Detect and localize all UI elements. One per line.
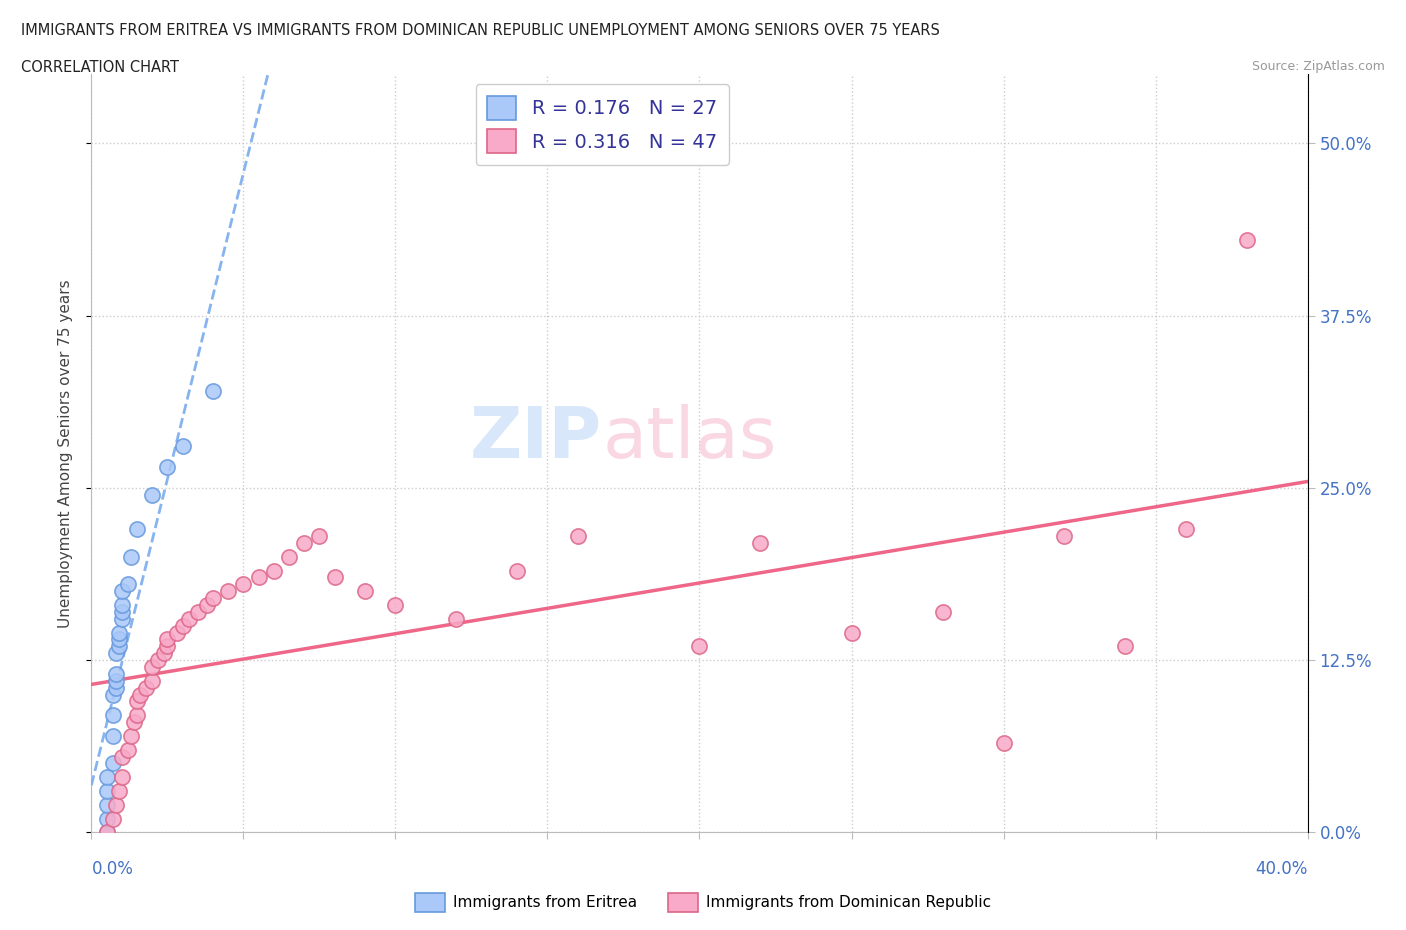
Point — [931, 604, 953, 619]
Point — [96, 770, 118, 785]
Point — [101, 687, 124, 702]
Point — [993, 736, 1015, 751]
Point — [111, 750, 134, 764]
Point — [749, 536, 772, 551]
Point — [148, 653, 170, 668]
Text: IMMIGRANTS FROM ERITREA VS IMMIGRANTS FROM DOMINICAN REPUBLIC UNEMPLOYMENT AMONG: IMMIGRANTS FROM ERITREA VS IMMIGRANTS FR… — [21, 23, 941, 38]
Point — [688, 639, 710, 654]
Point — [101, 708, 124, 723]
Text: ZIP: ZIP — [470, 404, 602, 472]
Point — [195, 598, 218, 613]
Point — [202, 591, 225, 605]
Point — [177, 611, 200, 626]
Point — [202, 384, 225, 399]
Point — [96, 784, 118, 799]
Point — [1236, 232, 1258, 247]
Y-axis label: Unemployment Among Seniors over 75 years: Unemployment Among Seniors over 75 years — [58, 279, 73, 628]
Point — [292, 536, 315, 551]
Point — [117, 742, 139, 757]
Point — [117, 577, 139, 591]
Point — [172, 618, 194, 633]
Text: 40.0%: 40.0% — [1256, 860, 1308, 878]
Point — [444, 611, 467, 626]
Point — [354, 584, 377, 599]
Point — [111, 604, 134, 619]
Point — [263, 563, 285, 578]
Point — [107, 632, 129, 647]
Text: CORRELATION CHART: CORRELATION CHART — [21, 60, 179, 75]
Point — [104, 667, 127, 682]
Point — [1053, 528, 1076, 543]
Point — [96, 825, 118, 840]
Point — [120, 550, 142, 565]
Point — [104, 797, 127, 812]
Point — [141, 659, 163, 674]
Point — [120, 728, 142, 743]
Point — [96, 811, 118, 826]
Point — [172, 439, 194, 454]
Legend: Immigrants from Eritrea, Immigrants from Dominican Republic: Immigrants from Eritrea, Immigrants from… — [409, 887, 997, 918]
Point — [308, 528, 330, 543]
Point — [1174, 522, 1197, 537]
Point — [135, 680, 157, 695]
Point — [247, 570, 270, 585]
Point — [841, 625, 863, 640]
Point — [101, 756, 124, 771]
Text: 0.0%: 0.0% — [91, 860, 134, 878]
Point — [122, 714, 145, 729]
Point — [156, 639, 179, 654]
Point — [96, 825, 118, 840]
Point — [111, 611, 134, 626]
Point — [141, 673, 163, 688]
Point — [104, 680, 127, 695]
Point — [111, 598, 134, 613]
Point — [506, 563, 529, 578]
Text: atlas: atlas — [602, 404, 776, 472]
Point — [104, 645, 127, 660]
Point — [323, 570, 346, 585]
Point — [232, 577, 254, 591]
Point — [125, 708, 148, 723]
Point — [101, 728, 124, 743]
Point — [107, 639, 129, 654]
Point — [166, 625, 188, 640]
Point — [111, 770, 134, 785]
Point — [111, 584, 134, 599]
Point — [125, 694, 148, 709]
Point — [101, 811, 124, 826]
Point — [384, 598, 406, 613]
Text: Source: ZipAtlas.com: Source: ZipAtlas.com — [1251, 60, 1385, 73]
Point — [156, 632, 179, 647]
Point — [156, 459, 179, 474]
Legend: R = 0.176   N = 27, R = 0.316   N = 47: R = 0.176 N = 27, R = 0.316 N = 47 — [475, 84, 728, 165]
Point — [125, 522, 148, 537]
Point — [107, 784, 129, 799]
Point — [129, 687, 152, 702]
Point — [567, 528, 589, 543]
Point — [153, 645, 176, 660]
Point — [1114, 639, 1136, 654]
Point — [217, 584, 239, 599]
Point — [187, 604, 209, 619]
Point — [141, 487, 163, 502]
Point — [278, 550, 301, 565]
Point — [96, 797, 118, 812]
Point — [104, 673, 127, 688]
Point — [107, 625, 129, 640]
